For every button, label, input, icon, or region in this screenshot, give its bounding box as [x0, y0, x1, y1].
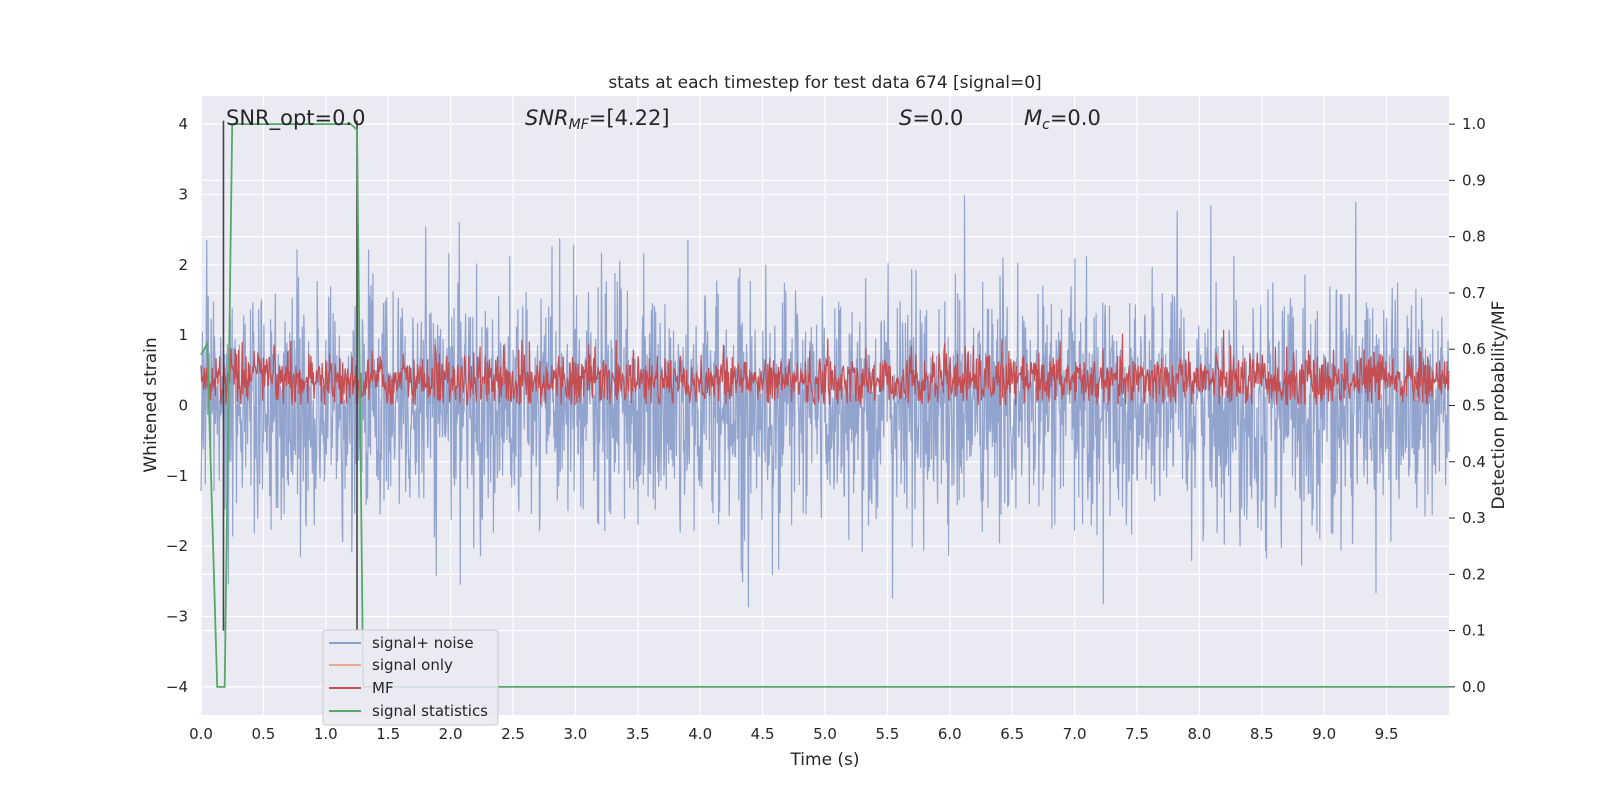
- annotation-snr-mf-main: SNR: [525, 106, 569, 130]
- x-tick-label: 2.0: [439, 725, 463, 743]
- y-axis-label: Whitened strain: [141, 337, 161, 472]
- x-tick-label: 4.5: [751, 725, 775, 743]
- y-tick-label: 4: [178, 115, 188, 133]
- x-tick-label: 0.0: [189, 725, 213, 743]
- y-tick-label: −1: [166, 467, 188, 485]
- x-tick-label: 6.0: [938, 725, 962, 743]
- x-axis-label: Time (s): [789, 750, 859, 770]
- x-tick-label: 7.5: [1125, 725, 1149, 743]
- y2-tick-label: 0.9: [1462, 171, 1486, 189]
- mf-line: [200, 329, 1450, 406]
- annotation-mc: Mc=0.0: [1024, 106, 1101, 133]
- x-tick-label: 3.0: [563, 725, 587, 743]
- x-tick-label: 8.0: [1187, 725, 1211, 743]
- y2-tick-label: 0.0: [1462, 678, 1486, 696]
- annotation-snr-mf-sub: MF: [569, 117, 590, 133]
- y2-tick-label: 0.2: [1462, 565, 1486, 583]
- x-tick-label: 6.5: [1000, 725, 1024, 743]
- y-tick-label: −2: [166, 537, 188, 555]
- x-tick-label: 4.0: [688, 725, 712, 743]
- x-tick-label: 7.0: [1063, 725, 1087, 743]
- x-tick-label: 5.0: [813, 725, 837, 743]
- y-tick-label: 0: [178, 397, 188, 415]
- chart-title: stats at each timestep for test data 674…: [608, 73, 1041, 93]
- legend-box: [322, 629, 499, 726]
- x-tick-label: 1.5: [376, 725, 400, 743]
- y2-axis-label: Detection probability/MF: [1489, 301, 1509, 510]
- x-tick-label: 2.5: [501, 725, 525, 743]
- x-tick-label: 9.0: [1312, 725, 1336, 743]
- x-tick-label: 0.5: [251, 725, 275, 743]
- y2-tick-label: 0.7: [1462, 284, 1486, 302]
- y2-tick-label: 0.5: [1462, 397, 1486, 415]
- x-tick-label: 8.5: [1250, 725, 1274, 743]
- y2-tick-label: 0.6: [1462, 340, 1486, 358]
- y-tick-label: −3: [166, 608, 188, 626]
- legend-label-signal-only: signal only: [372, 656, 453, 674]
- annotation-mc-var: M: [1024, 106, 1042, 130]
- legend-label-mf: MF: [372, 679, 394, 697]
- annotation-snr-mf: SNRMF=[4.22]: [525, 106, 670, 133]
- y-tick-label: −4: [166, 678, 188, 696]
- signal-statistics-series: [200, 123, 1449, 688]
- x-tick-label: 1.0: [314, 725, 338, 743]
- mf-series: [200, 329, 1450, 406]
- annotation-snr-opt: SNR_opt=0.0: [226, 106, 366, 131]
- y-tick-label: 2: [178, 256, 188, 274]
- y-tick-label: 3: [178, 185, 188, 203]
- x-tick-label: 9.5: [1375, 725, 1399, 743]
- y2-axis-ticks: 1.0 0.9 0.8 0.7 0.6 0.5 0.4 0.3 0.2 0.1 0.0: [1449, 115, 1486, 696]
- signal-statistics-line: [200, 123, 1449, 688]
- legend-label-signal-statistics: signal statistics: [372, 702, 488, 720]
- y2-tick-label: 0.1: [1462, 622, 1486, 640]
- x-tick-label: 3.5: [626, 725, 650, 743]
- annotation-s-value: =0.0: [912, 106, 963, 130]
- legend-label-signal-noise: signal+ noise: [372, 634, 474, 652]
- x-axis-ticks: 0.0 0.5 1.0 1.5 2.0 2.5 3.0 3.5 4.0 4.5 5.0 5.5 6.0 6…: [189, 725, 1398, 743]
- annotation-mc-sub: c: [1042, 117, 1050, 133]
- legend: signal+ noise signal only MF signal stat…: [322, 629, 499, 726]
- y2-tick-label: 0.3: [1462, 509, 1486, 527]
- annotation-s-var: S: [899, 106, 912, 130]
- x-tick-label: 5.5: [875, 725, 899, 743]
- y2-tick-label: 1.0: [1462, 115, 1486, 133]
- annotation-snr-mf-value: =[4.22]: [589, 106, 670, 130]
- y2-tick-label: 0.4: [1462, 453, 1486, 471]
- y-axis-ticks: 4 3 2 1 0 −1 −2 −3 −4: [166, 115, 188, 696]
- annotation-mc-value: =0.0: [1050, 106, 1101, 130]
- y2-tick-label: 0.8: [1462, 228, 1486, 246]
- annotation-s: S=0.0: [899, 106, 963, 130]
- y-tick-label: 1: [178, 326, 188, 344]
